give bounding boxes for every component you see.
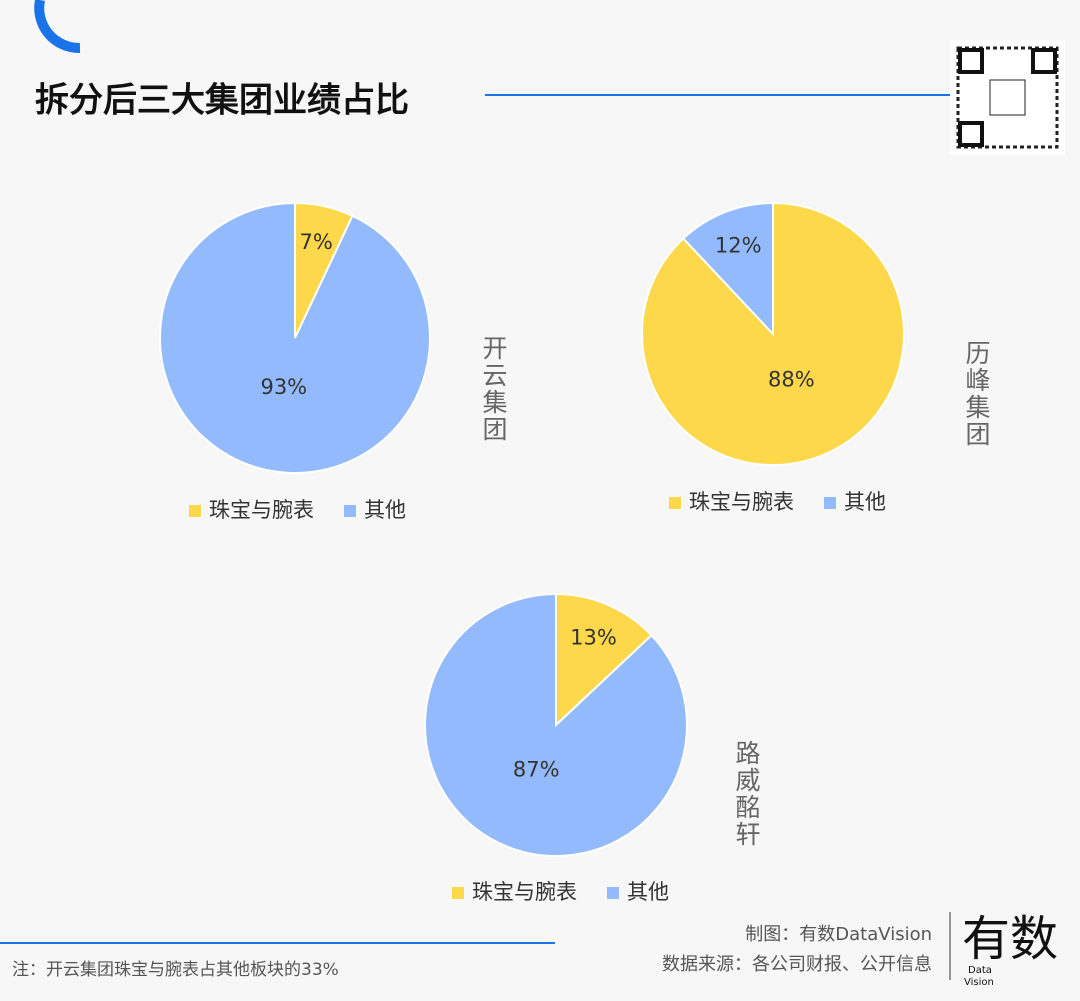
qr-code bbox=[950, 40, 1065, 155]
data-label: 93% bbox=[260, 375, 307, 399]
logo-line: Data bbox=[968, 965, 992, 976]
data-label: 12% bbox=[715, 233, 762, 257]
footnote: 注：开云集团珠宝与腕表占其他板块的33% bbox=[12, 960, 339, 980]
data-label: 88% bbox=[768, 367, 815, 391]
corner-arc bbox=[34, 0, 81, 54]
pie-slice bbox=[681, 201, 774, 337]
legend-swatch bbox=[452, 887, 464, 899]
legend-label: 其他 bbox=[364, 498, 406, 522]
legend-swatch bbox=[669, 497, 681, 509]
chart-title: 路威酩轩 bbox=[732, 740, 761, 848]
logo-mark: 有数 bbox=[962, 911, 1058, 967]
legend-swatch bbox=[189, 505, 201, 517]
legend-label: 珠宝与腕表 bbox=[689, 490, 794, 514]
credit: 制图：有数DataVision bbox=[745, 924, 932, 945]
pie-slice bbox=[555, 592, 653, 728]
data-label: 87% bbox=[513, 758, 560, 782]
legend-label: 珠宝与腕表 bbox=[472, 880, 577, 904]
pie-slice bbox=[159, 201, 431, 474]
pie-slice bbox=[424, 592, 688, 857]
data-label: 7% bbox=[300, 230, 333, 254]
legend-label: 珠宝与腕表 bbox=[209, 498, 314, 522]
page-title: 拆分后三大集团业绩占比 bbox=[35, 81, 409, 121]
legend-label: 其他 bbox=[844, 490, 886, 514]
legend-swatch bbox=[344, 505, 356, 517]
data-label: 13% bbox=[570, 625, 617, 649]
chart-title: 开云集团 bbox=[479, 335, 508, 443]
legend-swatch bbox=[607, 887, 619, 899]
legend-swatch bbox=[824, 497, 836, 509]
logo-line: Vision bbox=[964, 977, 994, 988]
legend-label: 其他 bbox=[627, 880, 669, 904]
chart-title: 历峰集团 bbox=[962, 340, 991, 448]
source: 数据来源：各公司财报、公开信息 bbox=[662, 954, 932, 975]
